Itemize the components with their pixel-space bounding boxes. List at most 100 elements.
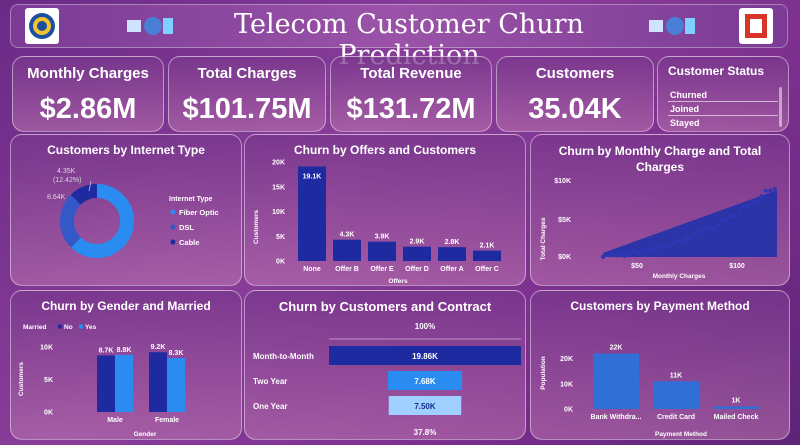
data-label: 1K — [732, 397, 741, 404]
panel-offers: Churn by Offers and Customers Customers … — [244, 134, 526, 286]
scatter-point — [627, 251, 632, 256]
y-tick: 20K — [272, 160, 285, 167]
scrollbar[interactable] — [779, 87, 782, 127]
y-tick: 0K — [276, 259, 285, 266]
status-option-stayed[interactable]: Stayed — [670, 118, 700, 128]
scatter-point — [693, 232, 698, 237]
donut-label-cable: 4.35K — [57, 168, 76, 175]
y-tick: $0K — [558, 254, 571, 261]
divider — [668, 101, 778, 102]
x-tick: Offer A — [440, 266, 463, 273]
legend-swatch — [78, 324, 84, 329]
y-tick: 5K — [44, 377, 53, 384]
funnel-bottom-pct: 37.8% — [414, 428, 437, 437]
x-tick: $50 — [631, 263, 643, 270]
data-label: 22K — [610, 345, 623, 352]
y-tick: 0K — [44, 410, 53, 417]
data-label: 4.3K — [340, 232, 355, 239]
y-tick: 10K — [40, 345, 53, 352]
funnel-bar-one-year[interactable] — [388, 396, 462, 415]
scatter-point — [728, 213, 733, 218]
kpi-value: 35.04K — [528, 93, 622, 125]
kpi-label: Total Revenue — [360, 65, 462, 82]
panel-title: Churn by Offers and Customers — [293, 143, 477, 157]
kpi-card-total-charges: Total Charges $101.75M — [168, 56, 326, 132]
funnel-bar-month-to-month[interactable] — [329, 346, 521, 365]
scatter-point — [658, 246, 663, 251]
kpi-card-monthly-charges: Monthly Charges $2.86M — [12, 56, 164, 132]
bar-payment-2[interactable] — [713, 406, 759, 409]
scatter-point — [618, 251, 623, 256]
bar-offer-e[interactable] — [368, 241, 396, 261]
category-label: Two Year — [253, 377, 287, 386]
donut-segment-cable[interactable] — [60, 184, 134, 258]
status-option-joined[interactable]: Joined — [670, 104, 700, 114]
panel-title: Churn by Gender and Married — [41, 299, 211, 313]
divider — [668, 115, 778, 116]
customer-status-slicer: Customer Status Churned Joined Stayed — [657, 56, 789, 132]
status-option-churned[interactable]: Churned — [670, 90, 707, 100]
data-label: 7.68K — [414, 377, 436, 386]
y-tick: 5K — [276, 234, 285, 241]
panel-scatter: Churn by Monthly Charge and Total Charge… — [530, 134, 790, 286]
bar-payment-0[interactable] — [593, 353, 639, 409]
bar-female-yes[interactable] — [167, 358, 185, 412]
axis-label-y: Population — [540, 356, 547, 390]
offers-bar-chart: Customers Offers 0K 5K 10K 15K 20K 19.1K None 4… — [253, 160, 501, 285]
bar-offer-c[interactable] — [473, 250, 501, 261]
scatter-point — [750, 199, 755, 204]
bar-offer-b[interactable] — [333, 239, 361, 261]
bar-female-no[interactable] — [149, 352, 167, 412]
bar-male-no[interactable] — [97, 355, 115, 412]
kpi-label: Monthly Charges — [27, 65, 149, 82]
funnel-top-pct: 100% — [415, 322, 435, 331]
legend-swatch — [170, 224, 176, 230]
scatter-point — [675, 237, 680, 242]
company-logo — [25, 8, 59, 44]
x-tick: Male — [107, 417, 123, 424]
legend-label-dsl: DSL — [179, 223, 194, 232]
scatter-point — [623, 253, 627, 258]
payment-bar-chart: Population Payment Method 0K 10K 20K 22K Ban… — [540, 345, 759, 438]
bar-offer-a[interactable] — [438, 247, 466, 261]
donut-segment-dsl[interactable] — [60, 184, 134, 258]
scatter-point — [697, 229, 702, 233]
y-tick: 10K — [560, 381, 573, 388]
scatter-point — [649, 247, 654, 252]
y-tick: 20K — [560, 356, 573, 363]
scatter-point — [741, 204, 746, 209]
legend-label-cable: Cable — [179, 238, 199, 247]
data-label: 8.3K — [169, 350, 184, 357]
scatter-point — [614, 253, 619, 258]
scatter-chart: Total Charges Monthly Charges $10K $5K $… — [540, 178, 777, 280]
donut-label-cable-pct: (12.42%) — [53, 177, 81, 184]
funnel-bar-two-year[interactable] — [387, 371, 463, 390]
kpi-label: Total Charges — [197, 65, 297, 82]
x-tick: Female — [155, 417, 179, 424]
y-tick: $5K — [558, 217, 571, 224]
scatter-point — [662, 243, 667, 248]
y-tick: $10K — [554, 178, 571, 185]
bar-offer-d[interactable] — [403, 246, 431, 261]
scatter-point — [605, 252, 610, 257]
scatter-point — [733, 214, 737, 219]
scatter-point — [601, 255, 605, 259]
scatter-point — [746, 204, 751, 209]
bar-none[interactable] — [298, 166, 326, 261]
legend-swatch — [170, 209, 176, 215]
x-tick: None — [303, 266, 321, 273]
x-tick: Offer E — [370, 266, 394, 273]
scatter-point — [636, 251, 641, 256]
bar-payment-1[interactable] — [653, 381, 699, 409]
contract-funnel-chart: 100% 37.8% 19.86K Month-to-Month 7.68K Two … — [253, 322, 521, 437]
data-label: 2.8K — [445, 239, 460, 246]
x-tick: Offer D — [405, 266, 429, 273]
legend-label-fiber-optic: Fiber Optic — [179, 208, 219, 217]
kpi-label: Customers — [535, 65, 615, 82]
bar-male-yes[interactable] — [115, 354, 133, 412]
data-label: 2.1K — [480, 243, 495, 250]
data-label: 8.7K — [99, 347, 114, 354]
scatter-point — [768, 188, 773, 193]
scatter-point — [759, 194, 764, 199]
legend-title: Married — [23, 324, 47, 331]
